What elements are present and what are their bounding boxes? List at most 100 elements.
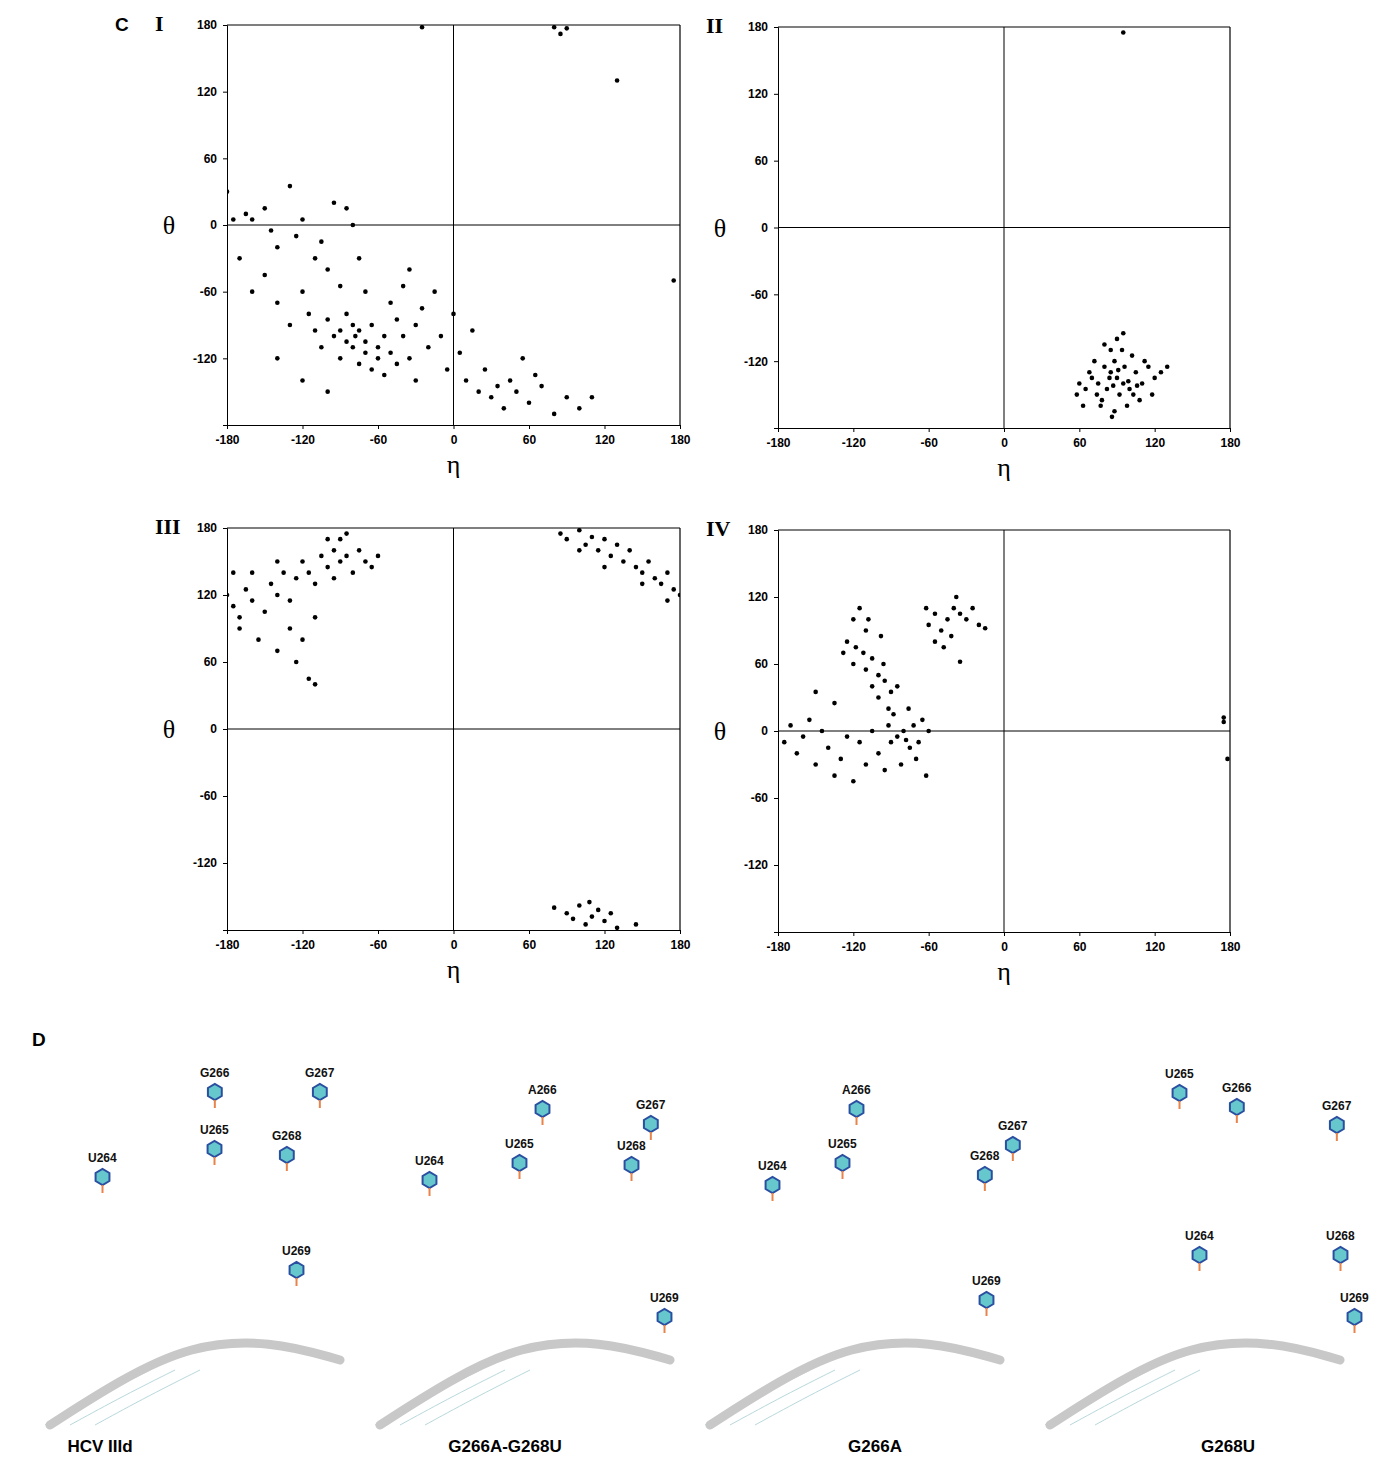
y-tick-label: -120 bbox=[744, 355, 768, 369]
point bbox=[596, 908, 601, 913]
point bbox=[332, 548, 337, 553]
point bbox=[954, 595, 959, 600]
point bbox=[262, 206, 267, 211]
x-tick-mark bbox=[1079, 428, 1080, 432]
point bbox=[407, 356, 412, 361]
y-axis-line bbox=[774, 531, 779, 933]
point bbox=[904, 738, 909, 743]
point bbox=[1221, 720, 1226, 725]
point bbox=[420, 306, 425, 311]
points bbox=[782, 595, 1230, 784]
point bbox=[376, 554, 381, 559]
x-tick-mark bbox=[1155, 428, 1156, 432]
point bbox=[325, 389, 330, 394]
point bbox=[590, 914, 595, 919]
y-tick: 180 bbox=[197, 521, 227, 535]
point bbox=[407, 267, 412, 272]
point bbox=[870, 729, 875, 734]
point bbox=[338, 537, 343, 542]
point bbox=[870, 656, 875, 661]
x-tick-label: -120 bbox=[842, 940, 866, 954]
point bbox=[300, 637, 305, 642]
x-tick-label: 180 bbox=[1220, 940, 1240, 954]
y-axis: -120-60060120180 bbox=[193, 521, 228, 930]
point bbox=[344, 554, 349, 559]
nucleotide-label: U265 bbox=[828, 1137, 857, 1151]
point bbox=[1115, 337, 1120, 342]
point bbox=[866, 617, 871, 622]
panel-letter: C bbox=[115, 14, 129, 35]
point bbox=[920, 718, 925, 723]
y-tick-mark bbox=[774, 798, 778, 799]
point bbox=[939, 628, 944, 633]
point bbox=[439, 334, 444, 339]
sugar-link bbox=[1340, 1263, 1342, 1271]
point bbox=[300, 217, 305, 222]
point bbox=[583, 542, 588, 547]
x-tick-label: 180 bbox=[670, 433, 690, 447]
panel-numeral: III bbox=[155, 514, 181, 539]
nucleotide-label: U264 bbox=[758, 1159, 787, 1173]
point bbox=[250, 598, 255, 603]
frame-right bbox=[679, 25, 680, 425]
frame-right bbox=[1229, 530, 1230, 932]
nucleotide-label: G267 bbox=[998, 1119, 1028, 1133]
x-tick: 180 bbox=[1220, 932, 1240, 954]
sugar-link bbox=[842, 1171, 844, 1179]
sugar-link bbox=[650, 1132, 652, 1140]
zero-line-y bbox=[227, 225, 680, 226]
point bbox=[363, 289, 368, 294]
point bbox=[876, 695, 881, 700]
x-tick: -120 bbox=[291, 930, 315, 952]
helix-strand bbox=[425, 1370, 530, 1425]
point bbox=[376, 356, 381, 361]
point bbox=[1112, 359, 1117, 364]
y-tick-label: 180 bbox=[748, 523, 768, 537]
point bbox=[665, 570, 670, 575]
point bbox=[941, 645, 946, 650]
point bbox=[1121, 30, 1126, 35]
sugar-link bbox=[286, 1163, 288, 1171]
point bbox=[288, 184, 293, 189]
structure-caption: G266A bbox=[848, 1437, 902, 1456]
x-axis-title: η bbox=[447, 450, 461, 479]
y-tick-label: 0 bbox=[210, 218, 217, 232]
x-tick: -60 bbox=[920, 428, 938, 450]
base bbox=[1348, 1309, 1362, 1325]
x-tick-label: -180 bbox=[215, 938, 239, 952]
point bbox=[1121, 381, 1126, 386]
x-tick: -180 bbox=[215, 425, 239, 447]
y-tick: 0 bbox=[761, 221, 778, 235]
point bbox=[275, 649, 280, 654]
point bbox=[369, 367, 374, 372]
y-tick-mark bbox=[774, 865, 778, 866]
point bbox=[325, 537, 330, 542]
point bbox=[275, 356, 280, 361]
canvas: -180-120-60060120180-120-60060120180ICθη… bbox=[0, 0, 1394, 1464]
point bbox=[376, 345, 381, 350]
point bbox=[857, 606, 862, 611]
point bbox=[357, 256, 362, 261]
panel-numeral: I bbox=[155, 11, 164, 36]
y-axis-line bbox=[774, 28, 779, 429]
point bbox=[908, 745, 913, 750]
point bbox=[788, 723, 793, 728]
point bbox=[1115, 376, 1120, 381]
point bbox=[338, 356, 343, 361]
x-tick-label: 120 bbox=[1145, 436, 1165, 450]
point bbox=[388, 300, 393, 305]
x-tick: 60 bbox=[1073, 428, 1087, 450]
point bbox=[615, 925, 620, 930]
point bbox=[250, 570, 255, 575]
point bbox=[250, 217, 255, 222]
x-axis-line bbox=[779, 933, 1231, 937]
point bbox=[889, 690, 894, 695]
y-tick-label: 120 bbox=[748, 87, 768, 101]
x-tick-mark bbox=[454, 425, 455, 429]
x-tick-label: 120 bbox=[1145, 940, 1165, 954]
y-axis-line bbox=[223, 529, 228, 931]
point bbox=[489, 395, 494, 400]
structure: G266G267U265G268U264U269HCV IIId bbox=[45, 1066, 340, 1456]
point bbox=[602, 919, 607, 924]
point bbox=[602, 537, 607, 542]
